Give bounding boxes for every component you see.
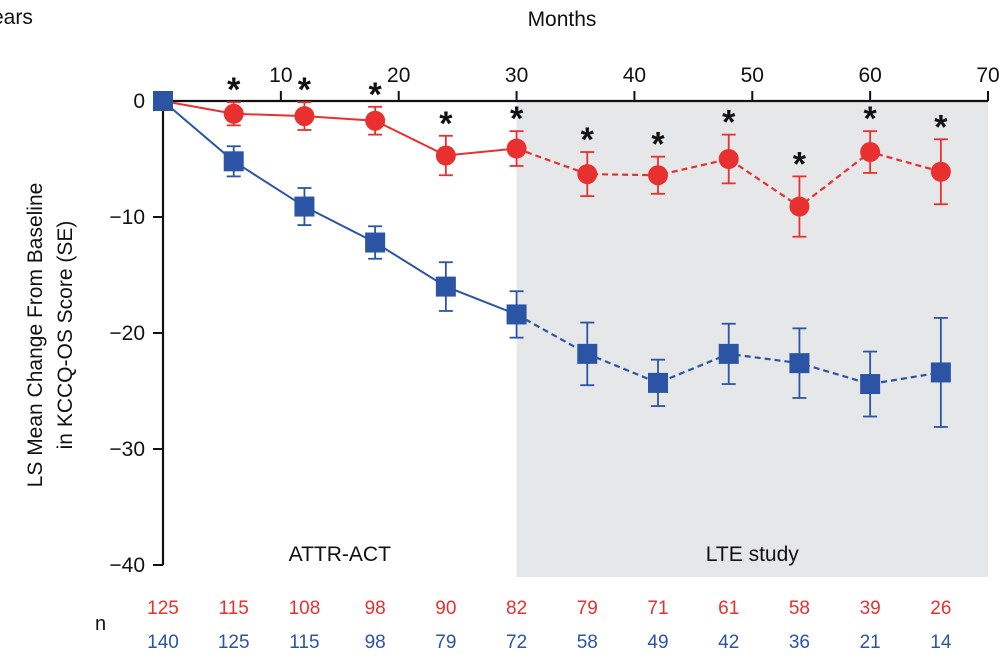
significance-asterisk: *	[439, 105, 453, 143]
n-at-risk-label: 79	[577, 598, 598, 619]
n-at-risk-label: 115	[289, 632, 319, 653]
n-at-risk-label: 79	[435, 632, 456, 653]
n-at-risk-label: 26	[930, 598, 951, 619]
data-point	[860, 142, 881, 163]
series-line-solid	[162, 100, 517, 316]
x-tick-label: 30	[505, 64, 528, 87]
data-point	[365, 110, 386, 131]
n-at-risk-label: 98	[365, 632, 386, 653]
data-point	[294, 106, 315, 127]
n-at-risk-label: 58	[577, 632, 598, 653]
data-point	[718, 149, 739, 169]
n-at-risk-label: 49	[647, 632, 668, 653]
data-point	[718, 343, 739, 364]
y-tick-label: 0	[133, 90, 145, 113]
significance-asterisk: *	[227, 71, 241, 109]
y-axis-title-line2: in KCCQ-OS Score (SE)	[54, 221, 77, 450]
y-tick-label: −20	[109, 322, 145, 345]
lte-shaded-region	[516, 101, 988, 577]
data-point	[577, 164, 598, 185]
n-at-risk-label: 140	[147, 632, 179, 653]
data-point	[506, 138, 527, 159]
significance-asterisk: *	[722, 104, 736, 142]
data-point	[648, 165, 668, 186]
x-tick-label: 50	[741, 64, 764, 87]
data-point	[860, 374, 881, 395]
series-layer: 125 115 108 98 90 82 79 71 61 58 39 26 140 125 115 98 79…	[147, 71, 952, 653]
x-axis-title: Months	[528, 8, 597, 31]
axes: 10 20 30 40 50 60 70 0 −10 −20 −30 −40	[109, 64, 999, 577]
data-point	[435, 276, 456, 297]
n-at-risk-label: 71	[647, 598, 668, 619]
region-label-attr-act: ATTR-ACT	[289, 543, 391, 566]
n-at-risk-label: 39	[860, 598, 881, 619]
data-point	[223, 103, 244, 124]
series-1: 140 125 115 98 79 72 58 49 42 36 21 14	[147, 91, 952, 653]
n-label: n	[95, 613, 106, 635]
significance-asterisk: *	[864, 100, 878, 138]
n-at-risk-label: 98	[365, 598, 386, 619]
data-point	[930, 161, 951, 182]
data-point	[648, 372, 668, 393]
data-point	[365, 232, 386, 253]
y-tick-label: −10	[109, 206, 145, 229]
n-at-risk-label: 14	[930, 632, 952, 653]
n-at-risk-label: 21	[860, 632, 881, 653]
x-tick-label: 20	[387, 64, 410, 87]
partial-axis-label: ears	[0, 6, 33, 29]
region-label-lte-study: LTE study	[706, 543, 799, 566]
labels-layer: ears Months LS Mean Change From Baseline…	[0, 6, 799, 635]
n-at-risk-label: 115	[219, 598, 249, 619]
y-tick-label: −40	[109, 554, 145, 577]
data-point	[789, 196, 810, 217]
n-at-risk-label: 125	[218, 632, 250, 653]
significance-asterisk: *	[581, 121, 595, 159]
significance-asterisk: *	[298, 71, 312, 109]
data-point	[435, 145, 456, 166]
data-point	[930, 362, 951, 383]
data-point	[153, 91, 173, 111]
n-at-risk-label: 58	[789, 598, 810, 619]
n-at-risk-label: 90	[435, 598, 456, 619]
x-tick-label: 60	[858, 64, 881, 87]
n-at-risk-label: 108	[289, 598, 321, 619]
significance-asterisk: *	[793, 145, 807, 183]
data-point	[789, 353, 810, 374]
n-at-risk-label: 72	[506, 632, 527, 653]
x-tick-label: 10	[269, 64, 292, 87]
n-at-risk-label: 125	[147, 598, 179, 619]
significance-asterisk: *	[651, 126, 665, 164]
n-at-risk-label: 36	[789, 632, 810, 653]
significance-asterisk: *	[934, 108, 948, 146]
series-line-solid	[162, 100, 517, 157]
significance-asterisk: *	[369, 76, 383, 114]
data-point	[506, 304, 527, 325]
n-at-risk-label: 82	[506, 598, 527, 619]
n-at-risk-label: 42	[718, 632, 739, 653]
data-point	[577, 343, 598, 364]
x-tick-label: 70	[976, 64, 999, 87]
data-point	[223, 151, 244, 172]
data-point	[294, 196, 315, 217]
significance-asterisk: *	[510, 100, 524, 138]
y-tick-label: −30	[109, 438, 145, 461]
y-axis-title-line1: LS Mean Change From Baseline	[24, 183, 47, 488]
n-at-risk-label: 61	[718, 598, 739, 619]
x-tick-label: 40	[623, 64, 646, 87]
